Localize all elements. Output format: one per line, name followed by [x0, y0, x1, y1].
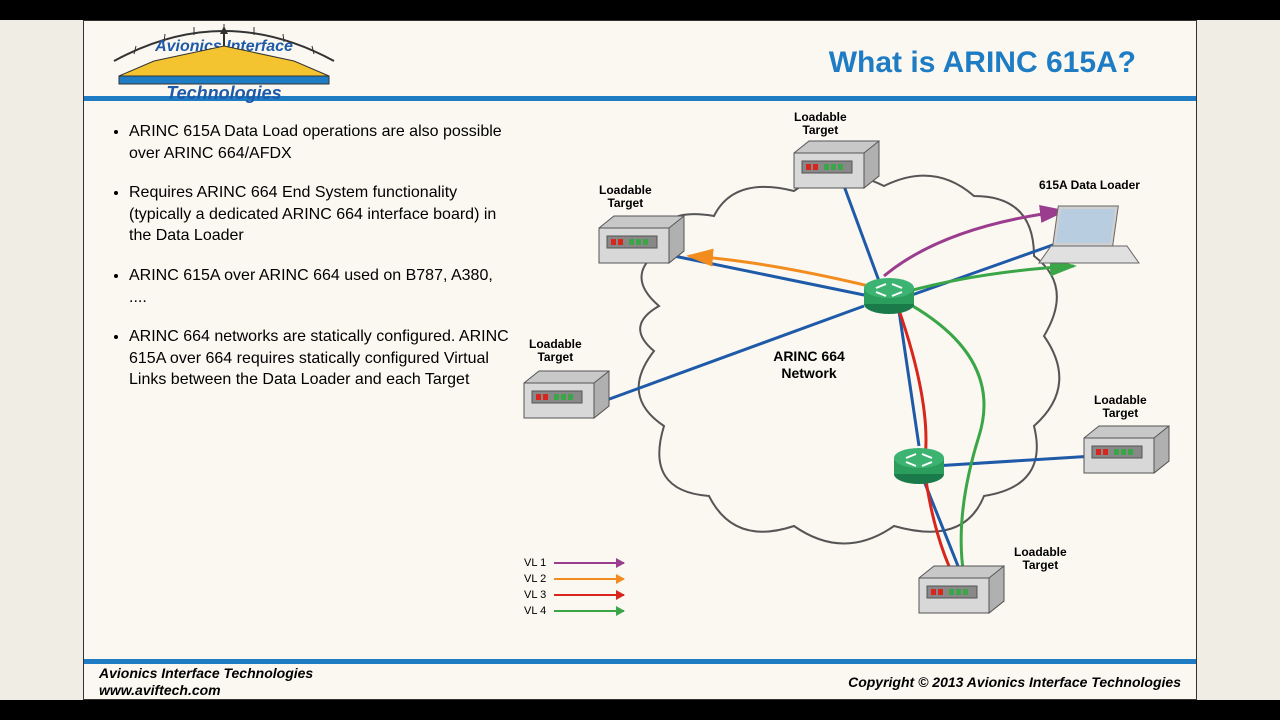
legend-label: VL 2 — [524, 573, 554, 585]
footer-copyright: Copyright © 2013 Avionics Interface Tech… — [848, 674, 1181, 690]
page-title: What is ARINC 615A? — [829, 46, 1136, 80]
network-label: ARINC 664 — [773, 348, 845, 364]
content-area: ARINC 615A Data Load operations are also… — [84, 106, 1196, 659]
company-logo: Avionics Interface Technologies — [94, 16, 354, 106]
target-device-icon — [919, 566, 1004, 613]
target-device-icon — [1084, 426, 1169, 473]
node-label: LoadableTarget — [529, 338, 582, 364]
target-device-icon — [599, 216, 684, 263]
node-label: 615A Data Loader — [1039, 179, 1140, 192]
bullet-item: Requires ARINC 664 End System functional… — [129, 182, 509, 247]
bullet-item: ARINC 615A over ARINC 664 used on B787, … — [129, 265, 509, 308]
svg-text:Technologies: Technologies — [166, 83, 281, 103]
network-diagram: ARINC 664 Network — [504, 106, 1184, 636]
router-icon — [894, 448, 944, 484]
bullet-item: ARINC 664 networks are statically config… — [129, 326, 509, 391]
node-label: LoadableTarget — [1094, 394, 1147, 420]
legend-label: VL 4 — [524, 605, 554, 617]
network-cloud — [639, 175, 1060, 544]
bullet-list: ARINC 615A Data Load operations are also… — [109, 121, 509, 391]
laptop-icon — [1039, 206, 1139, 263]
target-device-icon — [524, 371, 609, 418]
router-icon — [864, 278, 914, 314]
node-label: LoadableTarget — [1014, 546, 1067, 572]
slide: Avionics Interface Technologies What is … — [83, 20, 1197, 700]
node-label: LoadableTarget — [599, 184, 652, 210]
footer: Avionics Interface Technologies www.avif… — [84, 659, 1196, 699]
footer-url: www.aviftech.com — [99, 682, 313, 699]
vl-legend: VL 1.legend-row:nth-child(1) .legend-arr… — [524, 553, 624, 621]
legend-label: VL 1 — [524, 557, 554, 569]
node-label: LoadableTarget — [794, 111, 847, 137]
legend-label: VL 3 — [524, 589, 554, 601]
network-label: Network — [781, 365, 836, 381]
header: Avionics Interface Technologies What is … — [84, 21, 1196, 101]
footer-company: Avionics Interface Technologies — [99, 665, 313, 682]
bullet-item: ARINC 615A Data Load operations are also… — [129, 121, 509, 164]
target-device-icon — [794, 141, 879, 188]
